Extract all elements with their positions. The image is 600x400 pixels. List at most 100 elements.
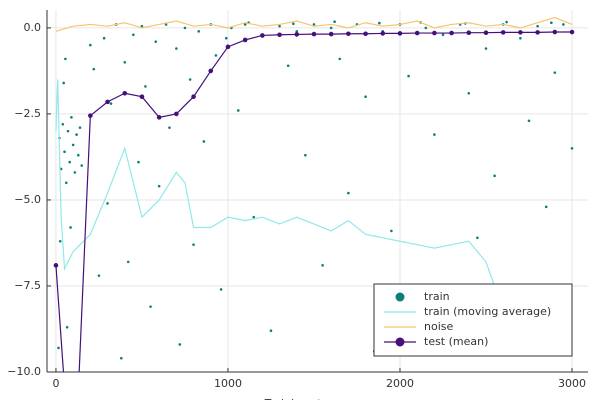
point (61, 122, 65, 126)
point (441, 33, 445, 37)
marker (208, 68, 214, 74)
marker (432, 30, 437, 36)
legend-marker (395, 337, 405, 347)
point (120, 356, 123, 360)
y-tick-label: −2.5 (14, 107, 41, 120)
marker (105, 99, 110, 105)
marker (363, 31, 368, 37)
point (137, 160, 140, 164)
point (175, 47, 178, 50)
point (140, 24, 144, 28)
line (55, 16, 573, 32)
point (109, 102, 113, 105)
point (154, 40, 158, 43)
marker (535, 30, 540, 35)
point (562, 23, 565, 26)
x-tick-label: 2000 (386, 377, 414, 390)
point (63, 150, 66, 154)
point (407, 74, 410, 78)
point (75, 133, 78, 136)
marker (500, 30, 506, 35)
legend-box (373, 283, 573, 357)
point (68, 160, 72, 164)
legend-label: noise (424, 320, 453, 333)
point (312, 23, 316, 26)
point (71, 143, 75, 147)
point (202, 140, 206, 143)
line (55, 79, 504, 304)
marker (174, 111, 179, 117)
point (192, 243, 195, 246)
marker (380, 31, 386, 36)
point (77, 153, 80, 157)
marker (397, 31, 403, 36)
legend-label: test (mean) (424, 335, 488, 348)
x-tick-label: 1000 (214, 377, 242, 390)
y-tick-label: −10.0 (7, 365, 41, 378)
point (144, 85, 147, 88)
point (286, 64, 290, 68)
point (214, 54, 218, 57)
point (390, 229, 393, 233)
x-tick-label: 0 (52, 377, 59, 390)
point (467, 91, 471, 95)
marker (122, 90, 128, 96)
point (236, 109, 240, 112)
marker (294, 32, 300, 37)
point (550, 21, 553, 25)
point (570, 147, 574, 150)
point (106, 202, 109, 205)
point (97, 274, 101, 277)
point (424, 26, 428, 30)
point (80, 164, 84, 167)
point (505, 20, 508, 24)
point (295, 30, 299, 33)
point (329, 26, 333, 30)
point (536, 24, 539, 28)
point (378, 21, 381, 25)
point (338, 57, 342, 61)
point (64, 57, 67, 61)
marker (156, 115, 162, 120)
marker (242, 37, 248, 43)
marker (139, 94, 145, 100)
point (89, 43, 92, 47)
point (64, 181, 68, 185)
point (278, 24, 281, 28)
point (123, 61, 127, 64)
point (476, 236, 479, 240)
point (321, 264, 324, 267)
marker (225, 44, 231, 50)
marker (346, 31, 351, 37)
marker (466, 30, 472, 36)
point (66, 129, 70, 133)
point (484, 47, 488, 50)
point (224, 36, 228, 40)
point (304, 153, 307, 157)
y-tick-label: 0.0 (24, 21, 42, 34)
point (92, 67, 96, 71)
x-tick-label: 3000 (558, 377, 586, 390)
point (149, 305, 152, 308)
legend-label: train (424, 290, 450, 303)
point (188, 78, 192, 81)
point (69, 226, 72, 229)
point (433, 133, 436, 136)
legend: train train (moving average) noise test (me… (373, 283, 573, 357)
point (292, 22, 295, 26)
marker (88, 113, 93, 118)
axes: 0 1000 2000 3000 0.0 −2.5 −5.0 −7.5 −10.0 (7, 10, 588, 390)
point (70, 116, 73, 119)
marker (518, 30, 523, 35)
point (493, 174, 496, 178)
point (252, 215, 256, 219)
y-tick-label: −5.0 (14, 193, 41, 206)
legend-label: train (moving average) (424, 305, 551, 318)
point (219, 288, 223, 291)
marker (191, 94, 196, 100)
point (527, 119, 531, 123)
point (57, 346, 60, 350)
point (178, 343, 182, 346)
